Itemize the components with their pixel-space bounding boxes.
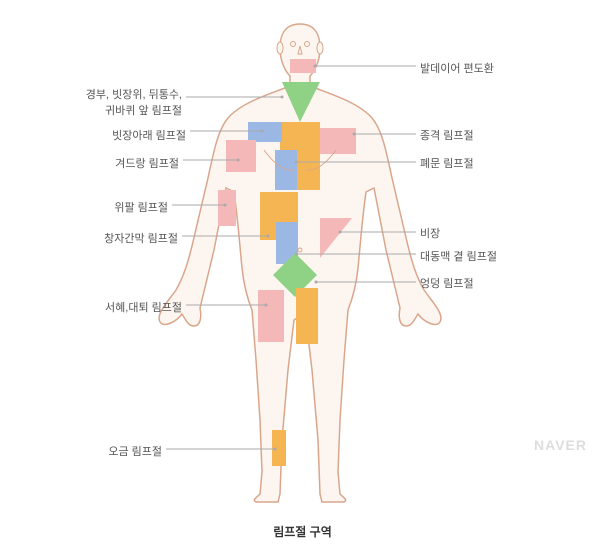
mediastinal-label: 종격 림프절 [420, 127, 474, 143]
upper-arm-region [218, 190, 236, 226]
cervical-label: 경부, 빗장위, 뒤통수,귀바퀴 앞 림프절 [86, 86, 182, 118]
mouth-region [290, 59, 316, 73]
axillary-label: 겨드랑 림프절 [115, 155, 179, 171]
axillary-region [226, 140, 256, 172]
inguinal-label: 서혜,대퇴 림프절 [105, 299, 182, 315]
subclavian-label: 빗장아래 림프절 [112, 127, 186, 143]
mesenteric-label: 창자간막 림프절 [104, 230, 178, 246]
hilar-label: 폐문 림프절 [420, 155, 474, 171]
body-svg [0, 0, 605, 505]
watermark-text: NAVER [534, 437, 587, 453]
subclavian-region [248, 122, 282, 142]
diagram-caption: 림프절 구역 [0, 523, 605, 540]
waldeyer-label: 발데이어 편도환 [420, 60, 494, 76]
iliac-label: 엉덩 림프절 [420, 275, 474, 291]
thigh-orange [296, 288, 318, 344]
lymph-node-diagram: 경부, 빗장위, 뒤통수,귀바퀴 앞 림프절빗장아래 림프절겨드랑 림프절위팔 … [0, 0, 605, 505]
popliteal-label: 오금 림프절 [108, 443, 162, 459]
spleen-label: 비장 [420, 225, 440, 241]
inguinal-region [258, 290, 284, 342]
upper-arm-label: 위팔 림프절 [114, 199, 168, 215]
mediastinal-region [320, 128, 356, 154]
paraortic-label: 대동맥 곁 림프절 [420, 248, 497, 264]
